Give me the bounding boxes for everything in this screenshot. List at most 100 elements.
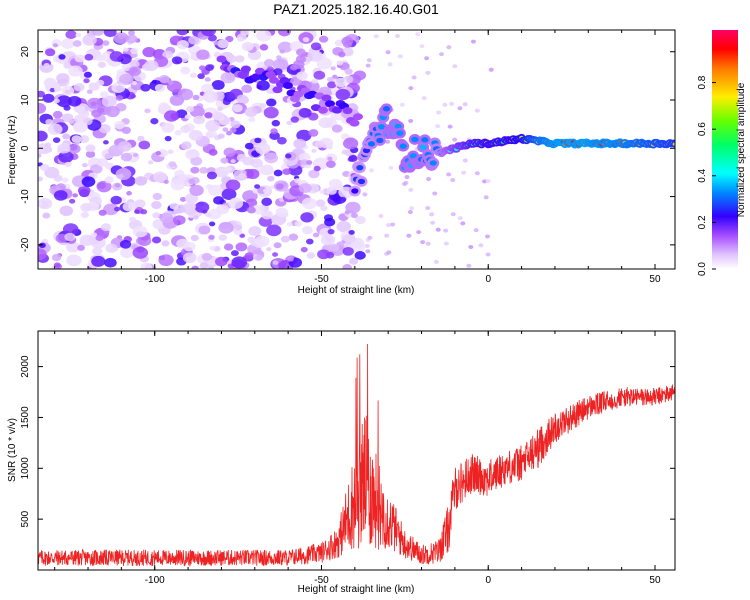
colorbar-label: Normalized spectral amplitude <box>736 82 747 217</box>
heatmap-cell <box>144 108 151 114</box>
heatmap-cell <box>295 48 306 56</box>
heatmap-cell <box>134 176 148 186</box>
heatmap-cell <box>72 121 88 133</box>
heatmap-cell <box>362 192 368 197</box>
heatmap-cell <box>344 68 353 75</box>
heatmap-cell <box>56 73 70 84</box>
heatmap-cell <box>365 63 371 68</box>
heatmap-cell <box>45 118 54 126</box>
heatmap-cell <box>484 234 490 239</box>
heatmap-cell <box>187 149 199 159</box>
heatmap-cell <box>277 30 292 37</box>
heatmap-cell <box>308 129 319 137</box>
heatmap-cell <box>132 246 149 259</box>
heatmap-cell <box>409 206 415 211</box>
heatmap-cell <box>134 209 140 214</box>
y-tick-label: 10 <box>20 94 31 106</box>
heatmap-cell <box>220 71 236 84</box>
heatmap-cell <box>369 168 375 173</box>
heatmap-cell <box>129 60 140 69</box>
heatmap-cell <box>172 215 186 225</box>
heatmap-cell <box>218 221 234 234</box>
heatmap-cell <box>71 135 82 143</box>
heatmap-cell <box>47 123 63 135</box>
heatmap-cell <box>263 106 279 119</box>
heatmap-cell <box>276 55 282 60</box>
heatmap-cell <box>140 209 148 215</box>
heatmap-cell <box>62 133 70 140</box>
heatmap-cell <box>167 80 174 85</box>
heatmap-cell <box>349 257 359 265</box>
spectrogram-ylabel: Frequency (Hz) <box>7 116 18 185</box>
heatmap-cell <box>279 49 285 54</box>
heatmap-cell <box>103 203 119 216</box>
heatmap-cell <box>397 54 403 59</box>
heatmap-cell <box>272 252 279 257</box>
heatmap-cell <box>151 79 158 84</box>
heatmap-cell <box>296 71 308 81</box>
heatmap-cell <box>223 243 234 251</box>
heatmap-cell <box>82 163 88 168</box>
heatmap-cell <box>189 184 204 197</box>
heatmap-cell <box>248 116 256 123</box>
heatmap-cell <box>255 142 271 155</box>
heatmap-cell <box>277 136 287 145</box>
heatmap-cell <box>114 206 121 212</box>
heatmap-cell <box>443 228 449 233</box>
colorbar: 0.0 0.2 0.4 0.6 0.8 Normalized spectral ampl… <box>697 30 747 276</box>
heatmap-cell <box>256 30 272 42</box>
heatmap-cell <box>120 152 133 162</box>
heatmap-cell <box>121 167 127 172</box>
heatmap-cell <box>104 257 117 268</box>
heatmap-cell <box>42 93 55 103</box>
heatmap-cell <box>308 169 320 179</box>
heatmap-cell <box>290 116 299 123</box>
heatmap-cell <box>64 232 76 242</box>
heatmap-cell <box>54 98 60 103</box>
heatmap-cell <box>349 119 360 127</box>
heatmap-cell <box>53 174 63 182</box>
heatmap-cell <box>114 183 121 188</box>
heatmap-cell <box>473 228 479 233</box>
heatmap-cell <box>271 119 280 127</box>
snr-ylabel: SNR (10 * v/v) <box>7 418 18 482</box>
heatmap-cell <box>267 175 275 182</box>
heatmap-cell <box>385 50 391 55</box>
heatmap-cell <box>326 186 337 195</box>
heatmap-cell <box>181 141 192 150</box>
heatmap-cell <box>96 79 105 86</box>
heatmap-cell <box>351 188 359 194</box>
heatmap-cell <box>261 197 273 206</box>
heatmap-cell <box>213 196 225 205</box>
heatmap-cell <box>81 176 96 187</box>
heatmap-cell <box>313 165 321 172</box>
heatmap-cell <box>672 142 675 146</box>
heatmap-cell <box>105 106 120 118</box>
heatmap-cell <box>223 166 233 173</box>
snr-panel: -100 -50 0 50 500 1000 1500 2000 Height of stra… <box>7 330 676 595</box>
heatmap-cell <box>169 202 179 210</box>
heatmap-cell <box>288 233 299 241</box>
heatmap-cell <box>348 229 355 235</box>
heatmap-cell <box>328 178 342 189</box>
heatmap-cell <box>191 265 199 269</box>
heatmap-cell <box>306 160 313 165</box>
heatmap-cell <box>310 42 322 51</box>
heatmap-cell <box>421 96 427 101</box>
heatmap-cell <box>262 188 270 194</box>
heatmap-cell <box>236 36 244 42</box>
heatmap-cell <box>306 252 316 259</box>
heatmap-cell <box>51 253 62 262</box>
heatmap-cell <box>430 220 436 225</box>
colorbar-tick-label: 0.0 <box>697 262 708 276</box>
heatmap-cell <box>312 232 320 238</box>
heatmap-cell <box>404 175 410 180</box>
heatmap-cell <box>474 108 480 113</box>
heatmap-cell <box>98 123 111 134</box>
heatmap-cell <box>75 32 82 38</box>
heatmap-cell <box>86 89 93 94</box>
x-tick-label: -100 <box>145 575 165 586</box>
heatmap-cell <box>73 83 85 92</box>
heatmap-cell <box>319 35 329 43</box>
